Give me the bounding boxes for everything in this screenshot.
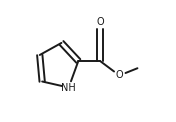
Text: O: O	[116, 71, 123, 81]
Text: NH: NH	[61, 83, 76, 92]
Text: O: O	[96, 17, 104, 27]
